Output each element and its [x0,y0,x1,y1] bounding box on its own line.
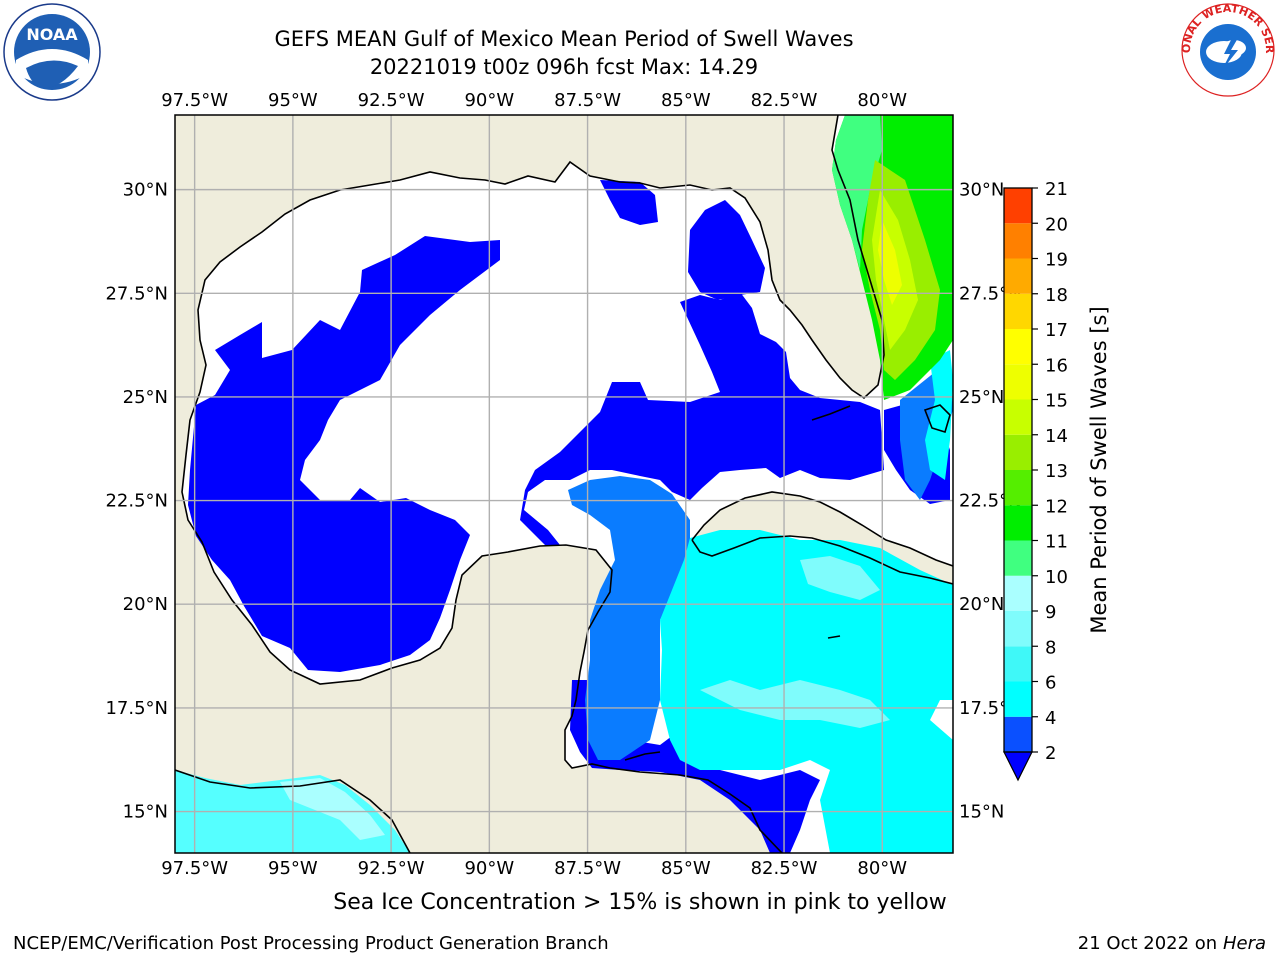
map-area [175,115,953,853]
colorbar-segment [1004,646,1032,682]
swell-region-cuba-pale [800,556,880,600]
colorbar-tick-label: 8 [1045,637,1056,658]
colorbar-tick-label: 4 [1045,708,1056,729]
footer-host: Hera [1222,933,1266,954]
colorbar-tick-label: 12 [1045,496,1068,517]
lon-label: 90°W [464,858,514,879]
lat-label-left: 30°N [123,180,168,201]
colorbar-tick-label: 20 [1045,214,1068,235]
lon-labels-top: 97.5°W 95°W 92.5°W 90°W 87.5°W 85°W 82.5°W 80°W [161,90,907,111]
lat-label-left: 20°N [123,594,168,615]
lat-label-right: 15°N [959,802,1004,823]
lat-label-left: 17.5°N [105,698,168,719]
colorbar-segment [1004,575,1032,611]
lat-label-left: 27.5°N [105,283,168,304]
colorbar-segment [1004,611,1032,647]
lat-label-right: 20°N [959,594,1004,615]
lat-labels-left: 30°N 27.5°N 25°N 22.5°N 20°N 17.5°N 15°N [105,180,168,823]
colorbar-extension [1003,751,1033,782]
footer-date: 21 Oct 2022 on Hera [1078,933,1266,954]
colorbar-segment [1004,399,1032,435]
lat-label-right: 25°N [959,387,1004,408]
map-frame [174,114,954,854]
colorbar-tick-label: 13 [1045,461,1068,482]
lon-label: 92.5°W [358,90,425,111]
lat-label-left: 22.5°N [105,491,168,512]
colorbar-tick-label: 6 [1045,673,1056,694]
lon-label: 95°W [268,858,318,879]
colorbar-segment [1004,434,1032,470]
footer-date-text: 21 Oct 2022 on [1077,933,1223,954]
colorbar-segment [1004,364,1032,400]
lat-label-left: 15°N [123,802,168,823]
lon-labels-bottom: 97.5°W 95°W 92.5°W 90°W 87.5°W 85°W 82.5°W 80°W [161,858,907,879]
sea-ice-note: Sea Ice Concentration > 15% is shown in … [333,890,947,915]
nws-logo: NATIONAL WEATHER SERVICE [1180,2,1276,97]
colorbar-tick-label: 2 [1045,743,1056,764]
swell-region-apalachee [600,180,658,225]
coastline-bahamas [923,404,951,434]
lon-label: 85°W [661,90,711,111]
lon-label: 97.5°W [161,858,228,879]
land-us-mexico-north [175,115,884,853]
lon-label: 80°W [857,90,907,111]
swell-region-atlantic-max [878,220,902,305]
colorbar-tick-label: 15 [1045,391,1068,412]
colorbar-segment [1004,505,1032,541]
colorbar-tick-label: 14 [1045,426,1068,447]
lon-label: 87.5°W [554,858,621,879]
colorbar-tick-label: 17 [1045,320,1068,341]
lon-label: 97.5°W [161,90,228,111]
colorbar-tick-label: 10 [1045,567,1068,588]
colorbar-segment [1004,293,1032,329]
chart-subtitle: 20221019 t00z 096h fcst Max: 14.29 [369,55,759,79]
colorbar-segment [1004,540,1032,576]
colorbar-segment [1004,716,1032,752]
colorbar-tick-label: 11 [1045,532,1068,553]
chart-title: GEFS MEAN Gulf of Mexico Mean Period of … [274,27,854,51]
swell-region-caribbean-pale [700,680,890,728]
colorbar-tick-label: 18 [1045,285,1068,306]
lon-label: 85°W [661,858,711,879]
colorbar-tick-label: 21 [1045,179,1068,200]
gridlines [175,115,953,853]
swell-region-atlantic-lime [832,115,882,270]
swell-region-western-gulf [188,236,500,672]
colorbar-label: Mean Period of Swell Waves [s] [1087,306,1111,633]
swell-region-central-gulf [520,292,884,545]
footer-credit: NCEP/EMC/Verification Post Processing Pr… [13,933,609,954]
coastlines [175,115,953,853]
lon-label: 90°W [464,90,514,111]
swell-region-caribbean-dodger [568,476,690,760]
swell-regions-atlantic [832,115,953,400]
noaa-logo: NOAA [3,3,101,101]
coastline-cuba [691,491,953,585]
lon-label: 82.5°W [751,858,818,879]
colorbar-segment [1004,223,1032,259]
colorbar-segment [1004,329,1032,365]
colorbar-segment [1004,470,1032,506]
colorbar-segment [1004,258,1032,294]
coastline-islands [624,405,851,761]
noaa-logo-text: NOAA [26,25,78,44]
swell-region-atlantic-cyan [925,350,953,480]
colorbar-tick-label: 19 [1045,250,1068,271]
colorbar-tick-label: 16 [1045,355,1068,376]
colorbar-segment [1004,188,1032,224]
lon-label: 80°W [857,858,907,879]
swell-region-pacific-pale [280,778,385,840]
colorbar-segment [1004,681,1032,717]
lat-label-right: 30°N [959,180,1004,201]
coastline-gulf [181,115,885,853]
colorbar: 2 4 6 8 9 10 11 12 13 14 15 16 17 18 19 20 21 [1003,179,1068,782]
lat-label-left: 25°N [123,387,168,408]
lon-label: 95°W [268,90,318,111]
colorbar-tick-label: 9 [1045,602,1056,623]
lon-label: 82.5°W [751,90,818,111]
lon-label: 92.5°W [358,858,425,879]
lon-label: 87.5°W [554,90,621,111]
swell-region-northeast-gulf [688,200,765,300]
coastline-pacific [175,769,411,853]
